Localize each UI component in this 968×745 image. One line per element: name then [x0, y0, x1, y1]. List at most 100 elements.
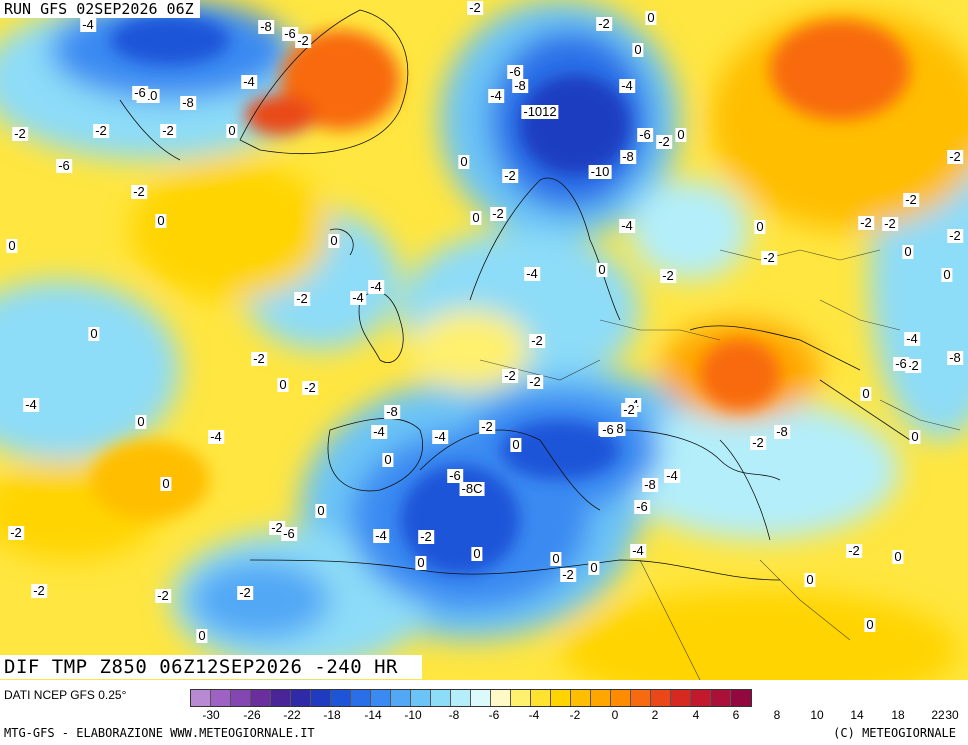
isotherm-value-label: 0 — [415, 555, 427, 570]
isotherm-value-label: -2 — [502, 368, 518, 383]
isotherm-value-label: 0 — [645, 10, 657, 25]
isotherm-value-label: -4 — [208, 429, 224, 444]
isotherm-value-label: -2 — [418, 529, 434, 544]
isotherm-value-label: -2 — [656, 134, 672, 149]
isotherm-value-label: 0 — [510, 437, 522, 452]
isotherm-value-label: -4 — [904, 331, 920, 346]
colorbar-tick-label: 30 — [945, 708, 959, 722]
isotherm-value-label: -4 — [630, 543, 646, 558]
isotherm-value-label: 0 — [902, 244, 914, 259]
isotherm-value-label: 0 — [226, 123, 238, 138]
isotherm-value-label: 0 — [864, 617, 876, 632]
isotherm-value-label: 0 — [804, 572, 816, 587]
isotherm-value-label: -4 — [371, 424, 387, 439]
colorbar-tick-label: -14 — [364, 708, 382, 722]
isotherm-value-label: -2 — [527, 374, 543, 389]
isotherm-value-label: -2 — [858, 215, 874, 230]
colorbar-tick-label: -30 — [202, 708, 220, 722]
isotherm-value-label: -2 — [12, 126, 28, 141]
isotherm-value-label: -6 — [132, 85, 148, 100]
isotherm-value-label: -2 — [467, 0, 483, 15]
isotherm-value-label: -6 — [600, 422, 616, 437]
isotherm-value-label: -2 — [903, 192, 919, 207]
isotherm-value-label: -8 — [774, 424, 790, 439]
colorbar-swatch — [251, 690, 271, 706]
isotherm-value-label: -2 — [560, 567, 576, 582]
isotherm-value-label: -4 — [23, 397, 39, 412]
colorbar-swatch — [431, 690, 451, 706]
isotherm-value-label: -2 — [502, 168, 518, 183]
isotherm-value-label: -4 — [664, 468, 680, 483]
colorbar-tick-label: 0 — [611, 708, 619, 722]
isotherm-value-label: -8C — [459, 481, 485, 496]
colorbar-swatch — [671, 690, 691, 706]
isotherm-value-label: -4 — [619, 78, 635, 93]
isotherm-value-label: 0 — [596, 262, 608, 277]
colorbar-swatch — [611, 690, 631, 706]
isotherm-value-label: -6 — [893, 356, 909, 371]
isotherm-value-label: -2 — [750, 435, 766, 450]
isotherm-value-label: 0 — [458, 154, 470, 169]
isotherm-value-label: 0 — [88, 326, 100, 341]
isotherm-value-label: -4 — [524, 266, 540, 281]
isotherm-value-label: -2 — [621, 402, 637, 417]
isotherm-value-label: -8 — [512, 78, 528, 93]
isotherm-value-label: 0 — [315, 503, 327, 518]
footer-credit: MTG-GFS - ELABORAZIONE WWW.METEOGIORNALE… — [4, 726, 315, 740]
isotherm-value-label: 0 — [550, 551, 562, 566]
colorbar-tick-label: 14 — [850, 708, 864, 722]
colorbar-swatch — [311, 690, 331, 706]
colorbar-swatch — [211, 690, 231, 706]
isotherm-value-label: -2 — [251, 351, 267, 366]
colorbar-swatch — [471, 690, 491, 706]
isotherm-value-label: -2 — [294, 291, 310, 306]
colorbar-swatch — [191, 690, 211, 706]
colorbar-tick-label: -10 — [404, 708, 422, 722]
isotherm-value-label: 0 — [160, 476, 172, 491]
isotherm-value-label: 0 — [155, 213, 167, 228]
isotherm-value-label: -2 — [8, 525, 24, 540]
colorbar-swatch — [551, 690, 571, 706]
colorbar-swatch — [371, 690, 391, 706]
colorbar-swatch — [451, 690, 471, 706]
colorbar-swatch — [351, 690, 371, 706]
isotherm-value-label: -4 — [368, 279, 384, 294]
isotherm-value-label: -8 — [180, 95, 196, 110]
isotherm-value-label: -2 — [160, 123, 176, 138]
isotherm-value-label: 0 — [6, 238, 18, 253]
isotherm-value-label: 0 — [909, 429, 921, 444]
colorbar-tick-label: 6 — [732, 708, 740, 722]
isotherm-value-label: 0 — [860, 386, 872, 401]
isotherm-value-label: 0 — [754, 219, 766, 234]
isotherm-value-label: -2 — [947, 228, 963, 243]
colorbar-swatch — [411, 690, 431, 706]
colorbar-tick-label: -6 — [488, 708, 500, 722]
colorbar-swatch — [331, 690, 351, 706]
weather-map — [0, 0, 968, 680]
colorbar — [190, 689, 752, 707]
isotherm-value-label: 0 — [277, 377, 289, 392]
isotherm-value-label: -4 — [80, 17, 96, 32]
isotherm-value-label: -2 — [905, 358, 921, 373]
isotherm-value-label: -4 — [373, 528, 389, 543]
isotherm-value-label: -6 — [634, 499, 650, 514]
isotherm-value-label: 0 — [588, 560, 600, 575]
coastlines — [119, 9, 911, 581]
isotherm-value-label: -2 — [882, 216, 898, 231]
colorbar-swatch — [531, 690, 551, 706]
colorbar-swatch — [271, 690, 291, 706]
isotherm-value-label: -6 — [447, 468, 463, 483]
data-source: DATI NCEP GFS 0.25° — [4, 688, 127, 702]
isotherm-value-label: -6 — [56, 158, 72, 173]
isotherm-value-label: -2 — [479, 419, 495, 434]
isotherm-value-label: -2 — [947, 149, 963, 164]
isotherm-value-label: 0 — [328, 233, 340, 248]
colorbar-swatch — [651, 690, 671, 706]
isotherm-value-label: -6 — [507, 64, 523, 79]
isotherm-value-label: 0 — [196, 628, 208, 643]
colorbar-tick-label: 10 — [810, 708, 824, 722]
colorbar-swatch — [571, 690, 591, 706]
isotherm-value-label: -2 — [846, 543, 862, 558]
colorbar-tick-label: 22 — [931, 708, 945, 722]
isotherm-value-label: 0 — [135, 414, 147, 429]
